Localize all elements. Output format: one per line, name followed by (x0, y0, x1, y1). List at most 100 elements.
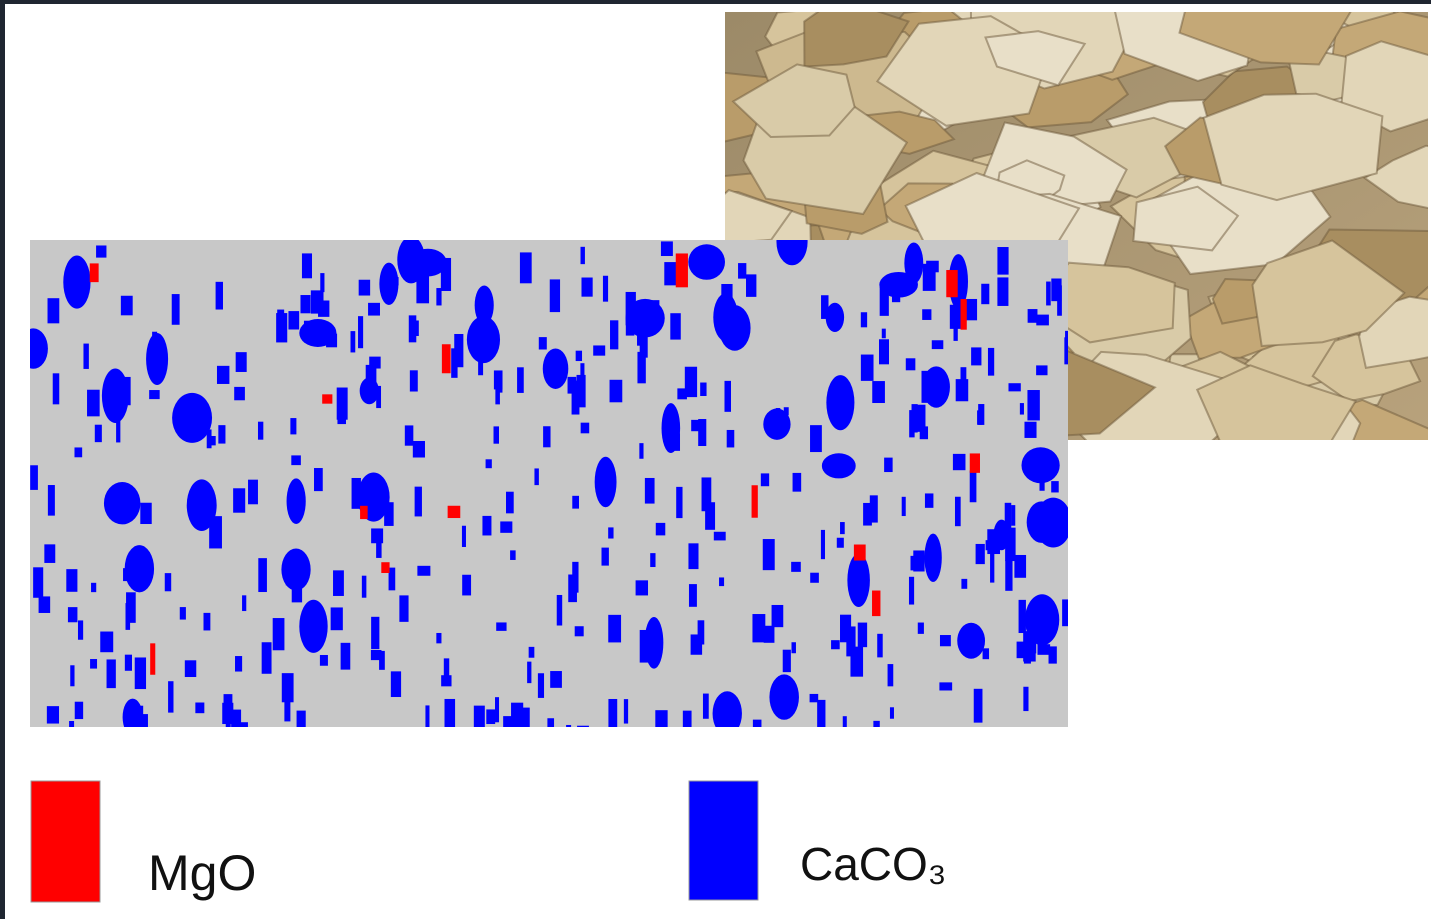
grain (771, 604, 784, 628)
grain (30, 328, 48, 369)
grain (809, 693, 819, 703)
grain (664, 262, 677, 286)
grain (140, 502, 152, 525)
grain (87, 389, 100, 417)
grain (639, 629, 649, 663)
grain (444, 698, 456, 727)
grain (836, 537, 844, 548)
grain (924, 493, 934, 508)
grain (571, 380, 580, 415)
grain (96, 245, 107, 258)
grain (222, 702, 234, 725)
grain (258, 558, 267, 593)
grain (63, 255, 91, 309)
grain (688, 584, 697, 607)
grain (853, 544, 866, 561)
grain (337, 395, 346, 425)
grain (272, 618, 285, 651)
grain (496, 622, 507, 631)
grain (878, 339, 890, 365)
grain (482, 515, 492, 536)
grain (1036, 365, 1048, 376)
grain (146, 333, 169, 386)
grain (493, 426, 500, 444)
grain (1051, 481, 1059, 493)
grain (697, 620, 705, 645)
grain (83, 343, 89, 369)
grain (164, 573, 172, 592)
grain (519, 252, 532, 284)
grain (209, 435, 216, 446)
grain (790, 241, 798, 253)
grain (987, 347, 995, 376)
grain (810, 425, 822, 453)
grain (70, 665, 75, 687)
grain (1027, 390, 1040, 421)
grain (1004, 502, 1012, 536)
grain (675, 253, 688, 288)
grain (350, 331, 356, 353)
grain (413, 320, 419, 336)
grain (724, 380, 731, 412)
grain (701, 477, 712, 512)
figure-canvas: MgO CaCO₃ (30, 12, 1428, 903)
grain (124, 545, 155, 593)
grain (608, 614, 622, 643)
grain (719, 577, 725, 587)
grain (873, 720, 880, 727)
grain (120, 295, 133, 316)
grain (290, 418, 297, 435)
grain (534, 468, 539, 486)
grain (376, 385, 382, 409)
grain (810, 572, 819, 583)
grain (168, 681, 174, 713)
legend-swatch (688, 780, 759, 901)
rock (1362, 144, 1428, 210)
grain (939, 635, 951, 647)
grain (171, 294, 180, 325)
grain (931, 340, 944, 350)
grain (527, 661, 532, 684)
map-background (30, 240, 1068, 727)
grain (881, 328, 886, 339)
grain (1048, 646, 1057, 664)
grain (688, 543, 699, 570)
grain (495, 697, 500, 723)
grain (821, 295, 829, 319)
grain (660, 241, 673, 257)
grain (414, 486, 422, 517)
grain (746, 274, 757, 297)
grain (416, 272, 430, 304)
grain (441, 344, 451, 374)
legend-label: MgO (148, 845, 256, 901)
grain (1034, 497, 1068, 548)
grain (388, 567, 396, 591)
grain (209, 516, 222, 549)
grain (574, 626, 584, 637)
grain (235, 352, 247, 372)
grain (601, 547, 609, 566)
grain (179, 607, 186, 620)
grain (100, 631, 114, 653)
grain (831, 640, 840, 650)
grain (1037, 644, 1051, 655)
grain (644, 477, 655, 504)
grain (473, 705, 485, 727)
grain (869, 495, 878, 523)
grain (964, 298, 978, 321)
grain (712, 691, 742, 727)
grain (369, 356, 381, 369)
grain (889, 707, 894, 719)
grain (776, 240, 808, 266)
grain (281, 548, 311, 591)
grain (971, 347, 982, 366)
grain (506, 491, 514, 514)
grain (404, 425, 414, 446)
grain (454, 333, 464, 368)
grain (379, 262, 399, 305)
grain (409, 370, 418, 392)
grain (120, 376, 131, 406)
grain (851, 650, 861, 666)
grain (960, 367, 967, 389)
grain (872, 590, 881, 617)
